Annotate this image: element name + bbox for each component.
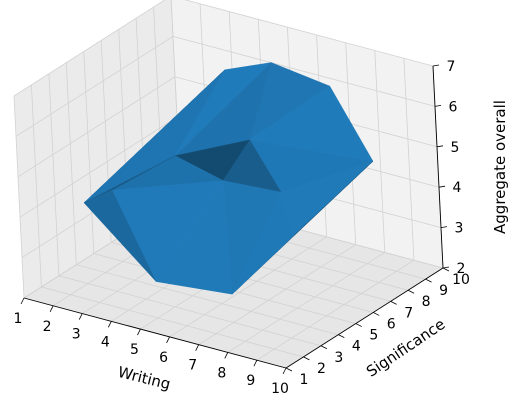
x-tick-label: 4 [101,334,110,350]
gridline-z [15,35,436,137]
x-tick-label: 5 [130,342,139,358]
y-tick-label: 7 [404,305,413,321]
z-axis-line [432,65,444,269]
surface-plot [83,62,374,295]
y-axis-line [285,267,444,369]
x-tick [195,344,200,351]
y-tick-label: 10 [452,272,470,288]
y-tick [320,345,328,350]
y-tick-label: 6 [387,316,396,332]
y-tick-label: 3 [334,350,343,366]
x-tick-label: 8 [217,365,226,381]
chart-axes [23,65,444,369]
y-tick [425,278,432,283]
z-tick [436,145,444,148]
x-tick [20,297,25,305]
surface-face [83,190,157,282]
x-tick [107,321,112,328]
y-tick [390,300,397,305]
y-tick-label: 2 [317,361,326,377]
z-tick-label: 6 [449,99,458,115]
x-axis-line [23,297,287,369]
x-tick-label: 2 [43,319,52,335]
x-tick-label: 9 [246,373,255,389]
z-tick [434,105,442,107]
x-tick-label: 10 [271,381,289,397]
z-axis-label: Aggregate overall [491,100,509,234]
y-tick [355,323,362,327]
y-tick [285,367,293,372]
x-tick [78,313,83,320]
x-tick-label: 3 [72,327,81,343]
z-tick-label: 3 [455,221,464,237]
z-tick-label: 7 [447,59,456,75]
y-tick [303,356,310,361]
x-axis-label: Writing [116,363,172,393]
z-tick [432,64,440,67]
surface-face [155,180,233,295]
y-tick [442,267,450,272]
x-tick-label: 7 [188,358,197,374]
z-tick [438,185,446,188]
z-tick [442,266,450,269]
x-tick [137,328,141,336]
y-axis-label: Significance [363,315,448,381]
x-tick [49,305,54,312]
x-tick-label: 1 [14,311,23,327]
x-tick [282,367,287,375]
y-tick-label: 9 [439,283,448,299]
z-tick-label: 2 [457,261,466,277]
z-tick-label: 4 [453,180,462,196]
y-tick-label: 5 [369,328,378,344]
y-tick-label: 8 [422,294,431,310]
z-tick-label: 5 [451,140,460,156]
x-tick [166,336,170,344]
x-tick [224,352,229,359]
gridline-z [13,0,434,97]
y-tick [373,312,380,316]
z-tick [440,226,448,228]
y-tick [407,289,415,294]
y-tick [338,334,345,339]
y-tick-label: 1 [300,372,309,388]
y-tick-label: 4 [352,339,361,355]
surface-face [231,191,295,295]
x-tick [253,360,258,367]
x-tick-label: 6 [159,350,168,366]
